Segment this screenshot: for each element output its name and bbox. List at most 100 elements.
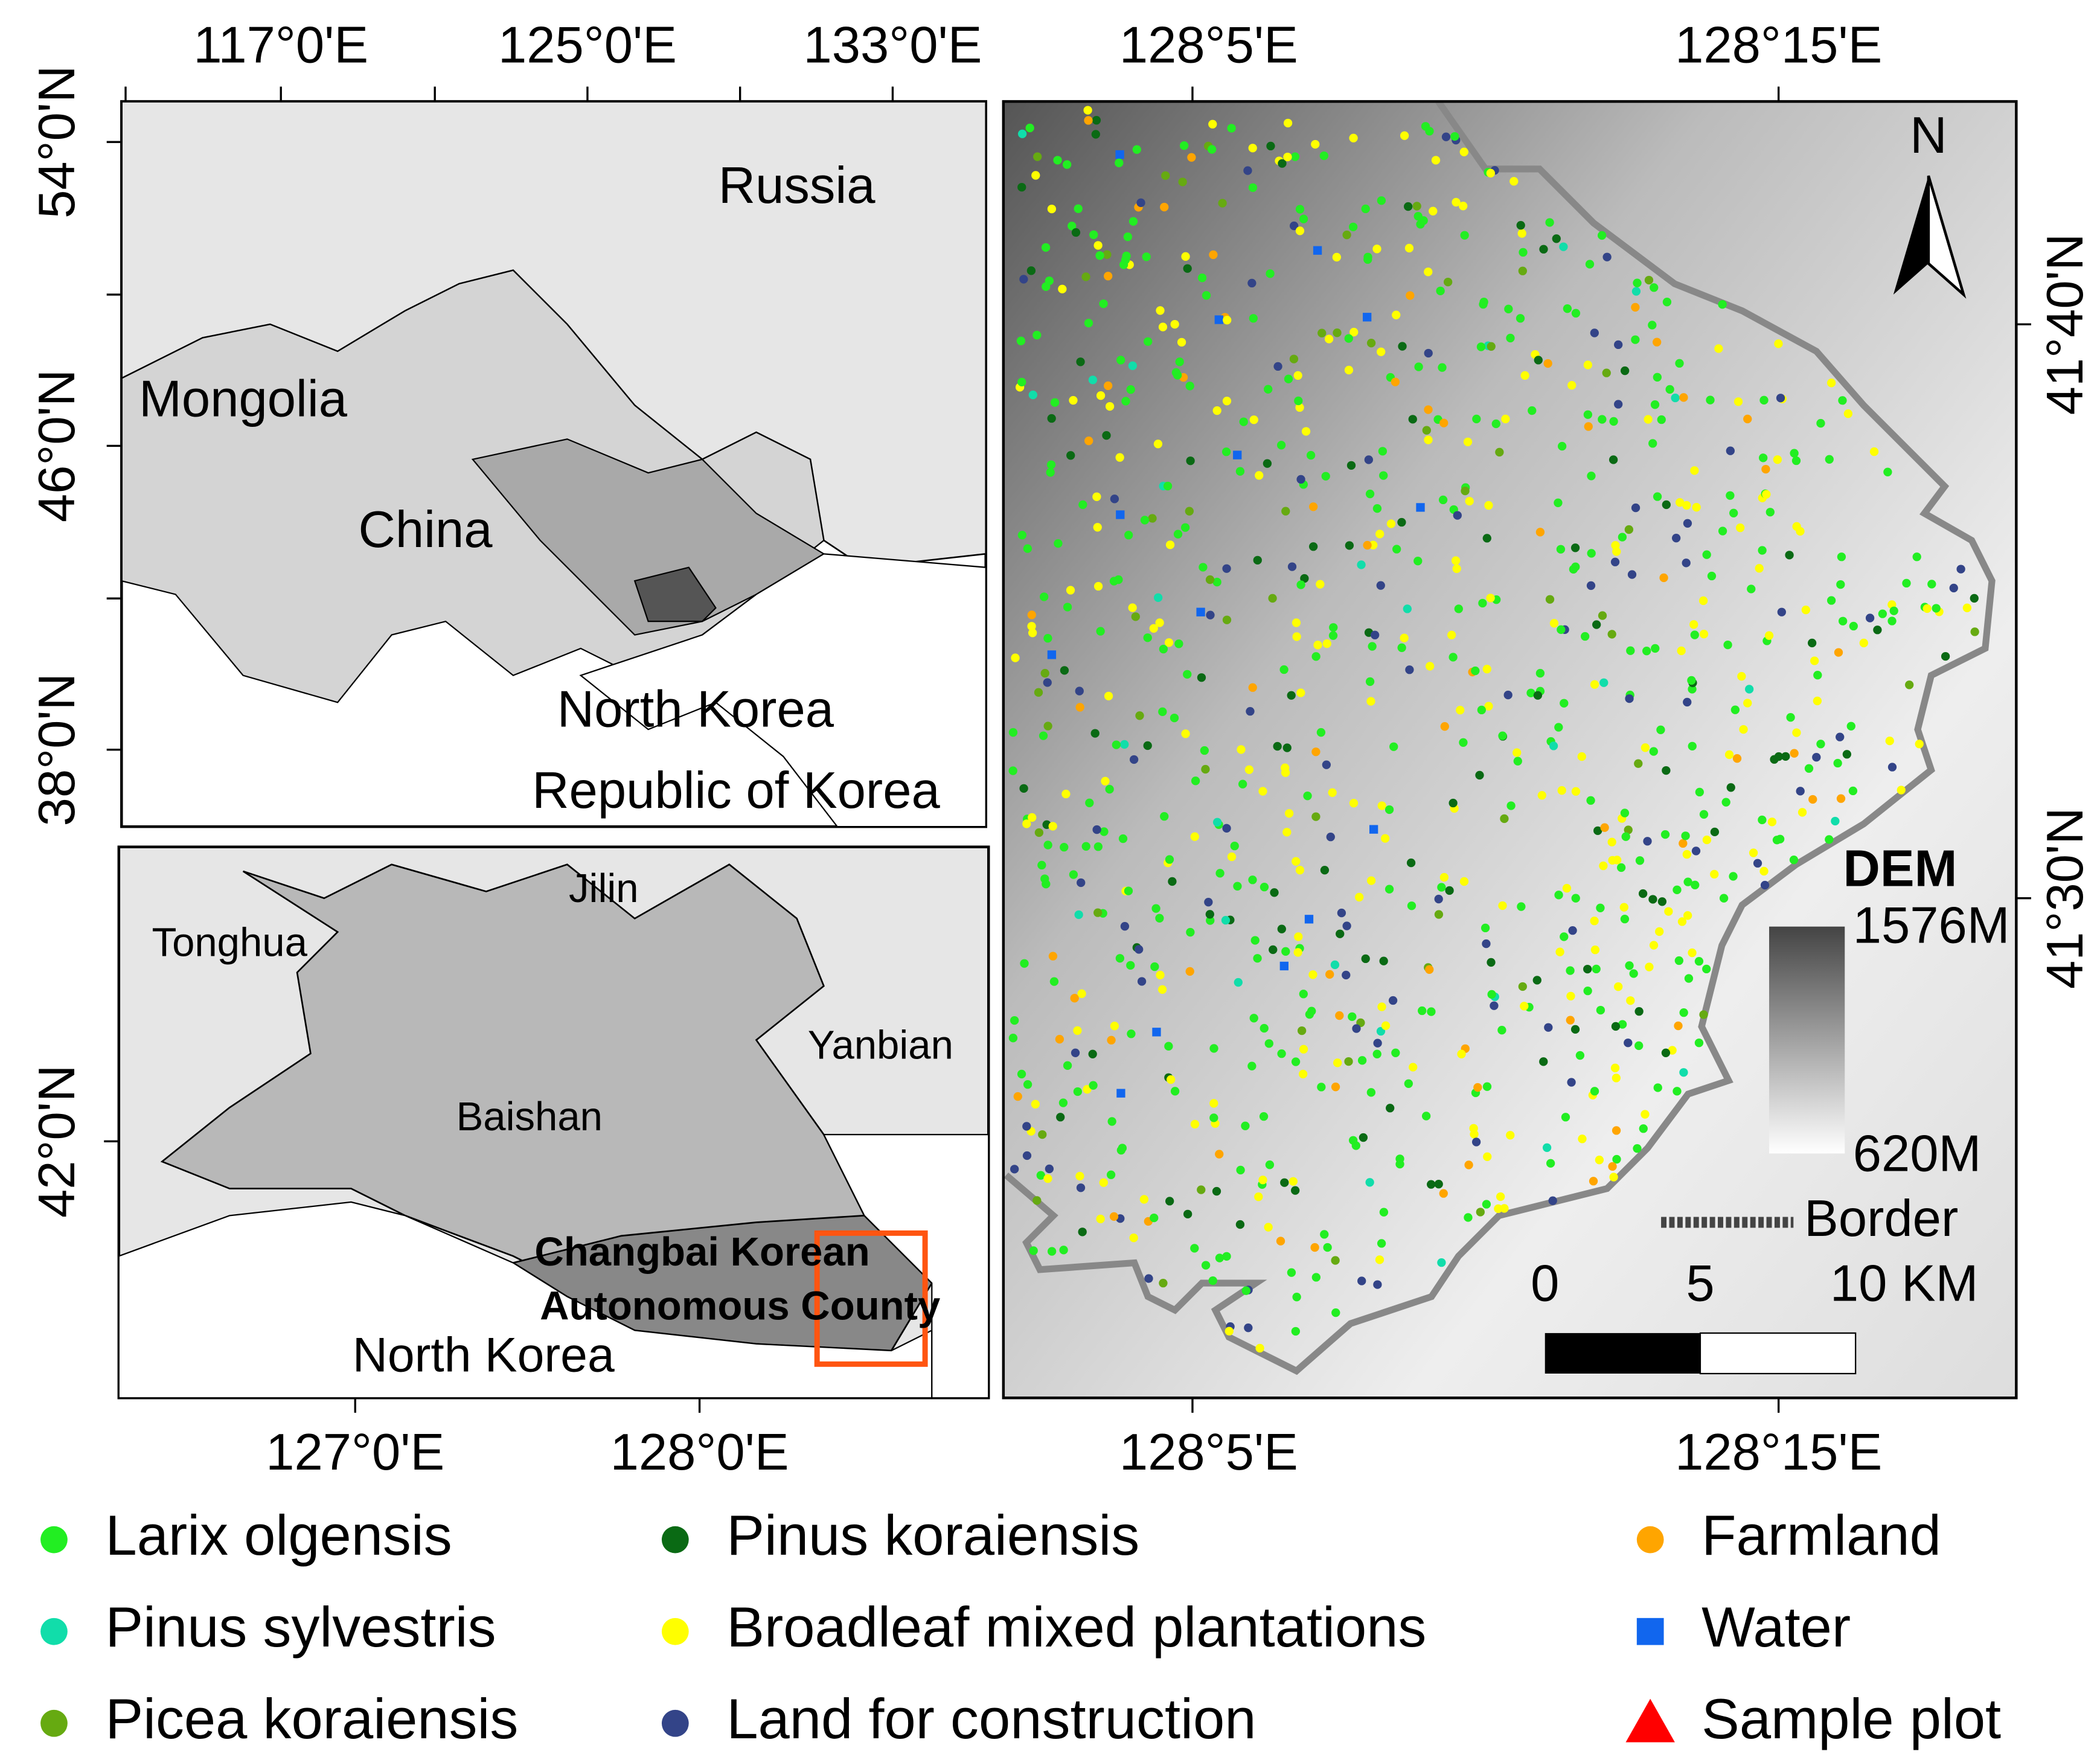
land-point [1344, 1057, 1353, 1066]
land-point [1476, 342, 1486, 351]
land-point [1050, 398, 1060, 407]
land-point [1826, 379, 1836, 388]
land-point [1772, 836, 1782, 845]
land-point [1789, 856, 1799, 865]
land-point [1596, 1005, 1605, 1015]
land-point [1539, 1057, 1548, 1066]
land-point [1644, 275, 1654, 285]
land-point [1683, 877, 1692, 886]
land-point [1791, 456, 1801, 466]
land-point [1034, 828, 1044, 837]
land-point [1031, 1099, 1040, 1109]
land-point [1897, 786, 1906, 795]
land-point [1115, 150, 1124, 159]
land-point [1209, 1113, 1218, 1122]
land-point [1160, 202, 1169, 212]
land-point [1970, 627, 1979, 636]
land-point [1690, 630, 1699, 639]
land-point [1209, 1044, 1218, 1053]
land-point [1106, 1170, 1116, 1179]
land-point [1495, 447, 1504, 457]
land-point [1042, 282, 1051, 291]
land-point [1089, 230, 1098, 239]
land-point [1796, 787, 1805, 796]
land-point [1549, 619, 1559, 628]
land-point [1649, 747, 1658, 756]
land-point [1277, 924, 1286, 933]
land-point [1941, 651, 1950, 661]
land-point [1218, 199, 1227, 208]
land-point [1170, 713, 1179, 723]
land-point [1029, 1246, 1038, 1255]
land-point [1208, 1276, 1217, 1285]
land-point [1587, 549, 1596, 558]
land-point [1273, 362, 1282, 371]
land-point [1093, 581, 1103, 591]
land-point [1612, 1154, 1621, 1164]
land-point [1476, 1208, 1485, 1217]
land-point [1160, 811, 1169, 821]
land-point [1040, 668, 1049, 678]
land-point [1590, 945, 1600, 955]
land-point [1377, 801, 1386, 810]
land-point [1434, 894, 1443, 904]
land-point [1902, 578, 1911, 588]
land-point [1494, 1204, 1503, 1214]
land-point [1837, 552, 1846, 562]
land-point [1810, 656, 1819, 665]
axis-label: 117°0'E [193, 16, 368, 74]
land-point [1031, 171, 1040, 180]
land-point [1767, 818, 1777, 827]
land-point [1175, 357, 1184, 366]
land-point [1017, 1069, 1026, 1079]
land-point [1123, 232, 1132, 242]
land-point [1532, 976, 1541, 985]
land-point [1379, 471, 1388, 480]
land-point [1148, 514, 1157, 523]
land-point [1159, 1278, 1168, 1288]
land-point [1197, 673, 1206, 682]
land-point [1449, 653, 1458, 662]
land-point [1255, 471, 1264, 480]
land-point [1695, 787, 1704, 797]
land-point [1365, 489, 1375, 499]
land-point [1729, 872, 1738, 881]
land-point [1583, 986, 1592, 996]
land-point [1152, 1028, 1161, 1037]
land-point [1104, 381, 1113, 391]
land-point [1190, 1244, 1199, 1253]
land-point [1664, 907, 1673, 916]
axis-ticks [104, 1140, 701, 1413]
land-point [1634, 759, 1643, 768]
dem-title: DEM [1843, 840, 1958, 898]
land-point [1124, 886, 1133, 895]
legend-label: Pinus koraiensis [726, 1503, 1139, 1567]
land-point [1344, 334, 1353, 343]
land-point [1662, 500, 1671, 510]
land-point [1710, 869, 1719, 879]
land-point [1110, 494, 1119, 504]
land-point [1159, 644, 1168, 654]
land-point [1284, 374, 1293, 383]
land-point [1292, 857, 1301, 866]
land-point [1316, 728, 1326, 737]
land-point [1385, 885, 1394, 894]
land-point [1406, 858, 1416, 868]
land-point [1202, 291, 1211, 300]
land-point [1691, 880, 1700, 889]
map-label: Mongolia [139, 370, 348, 427]
land-point [1583, 964, 1592, 974]
land-point [1429, 206, 1438, 216]
land-point [1323, 1243, 1332, 1252]
land-point [1075, 686, 1084, 696]
land-point [1017, 129, 1027, 138]
land-point [1206, 916, 1215, 925]
land-point [1557, 786, 1566, 795]
land-point [1388, 996, 1398, 1005]
land-point [1639, 1124, 1648, 1133]
land-point [1333, 1058, 1342, 1067]
land-point [1351, 1141, 1360, 1150]
land-point [1149, 624, 1158, 633]
map-label: Tonghua [152, 920, 308, 965]
land-point [1679, 839, 1688, 848]
